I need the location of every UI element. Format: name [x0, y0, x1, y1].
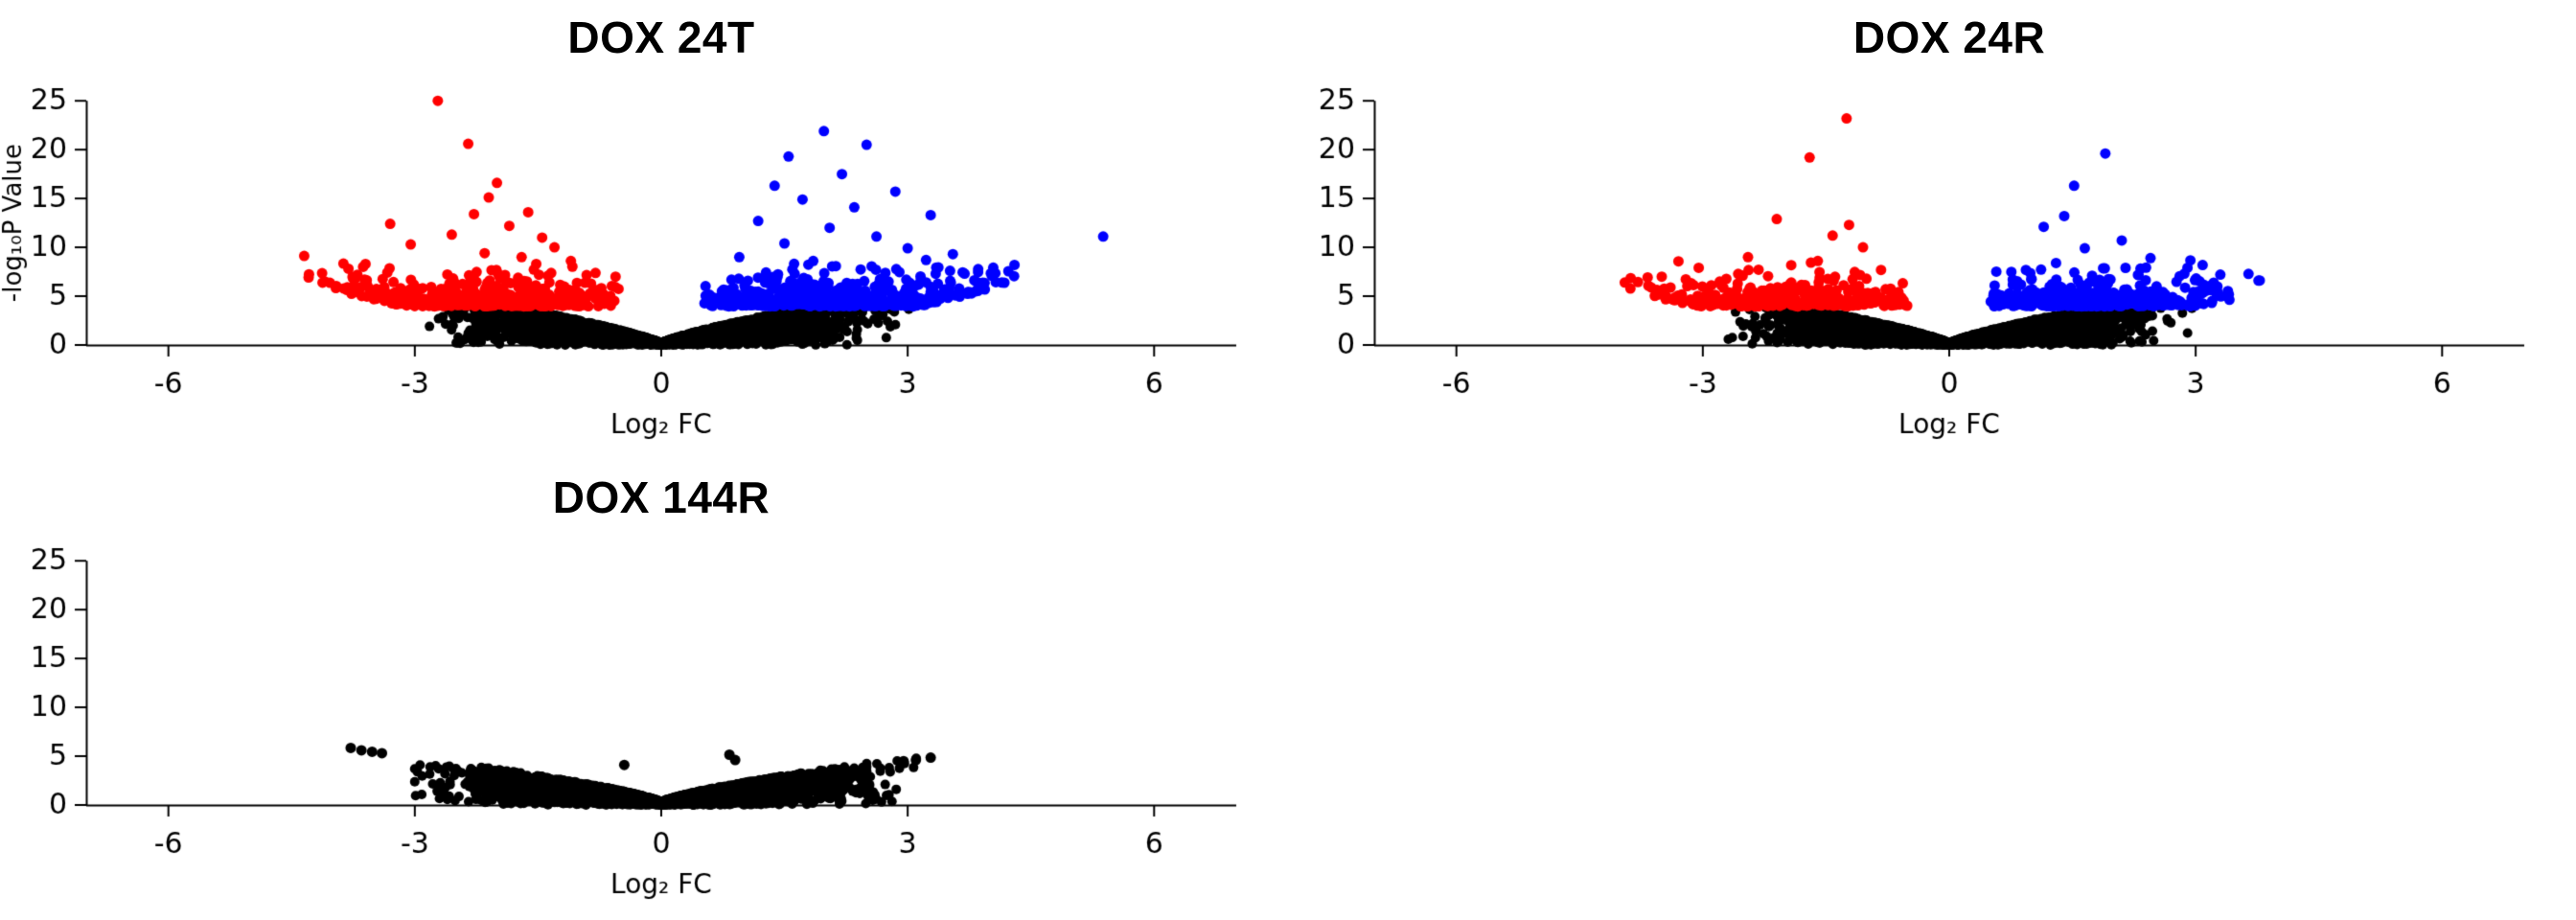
plot-cell-dox-144r: DOX 144R — [0, 460, 1288, 920]
volcano-plot-canvas-dox-24t — [0, 0, 1288, 460]
plot-cell-dox-24r: DOX 24R — [1288, 0, 2576, 460]
empty-cell — [1288, 460, 2576, 920]
volcano-plot-canvas-dox-144r — [0, 460, 1288, 920]
plot-cell-dox-24t: DOX 24T — [0, 0, 1288, 460]
volcano-plot-canvas-dox-24r — [1288, 0, 2576, 460]
